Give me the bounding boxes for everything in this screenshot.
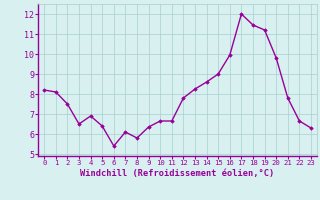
X-axis label: Windchill (Refroidissement éolien,°C): Windchill (Refroidissement éolien,°C) [80, 169, 275, 178]
